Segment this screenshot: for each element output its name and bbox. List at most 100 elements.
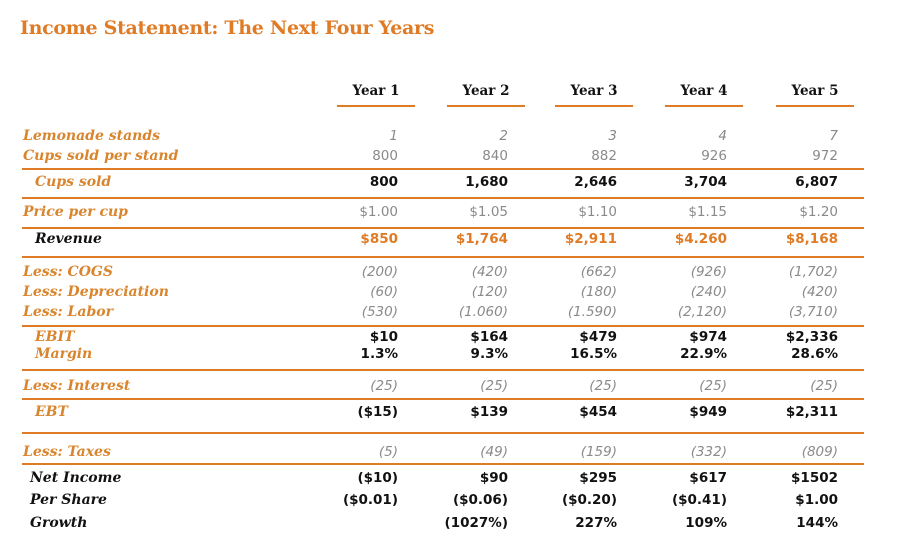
- cell-net-income-year-1: ($10): [357, 470, 398, 486]
- cell-ebit-year-1: $10: [369, 329, 398, 345]
- cell-taxes-year-3: (159): [580, 444, 617, 460]
- cell-depreciation-year-2: (120): [471, 284, 508, 300]
- row-divider: [22, 398, 864, 400]
- row-label-ebt: EBT: [35, 404, 68, 420]
- cell-per-share-year-4: ($0.41): [671, 492, 727, 508]
- cell-margin-year-3: 16.5%: [570, 346, 617, 362]
- cell-cups-per-stand-year-3: 882: [591, 148, 617, 164]
- row-label-margin: Margin: [35, 346, 93, 362]
- cell-taxes-year-5: (809): [801, 444, 838, 460]
- cell-cups-per-stand-year-4: 926: [701, 148, 727, 164]
- year-header-4: Year 4: [665, 83, 743, 107]
- cell-ebt-year-3: $454: [579, 404, 617, 420]
- row-label-ebit: EBIT: [35, 329, 75, 345]
- cell-revenue-year-3: $2,911: [564, 231, 617, 247]
- cell-revenue-year-5: $8,168: [785, 231, 838, 247]
- cell-cogs-year-3: (662): [580, 264, 617, 280]
- row-label-cups-sold: Cups sold: [35, 174, 112, 190]
- cell-cups-per-stand-year-2: 840: [482, 148, 508, 164]
- row-divider: [22, 432, 864, 434]
- row-label-interest: Less: Interest: [23, 378, 131, 394]
- cell-cogs-year-1: (200): [361, 264, 398, 280]
- cell-taxes-year-2: (49): [480, 444, 508, 460]
- row-label-net-income: Net Income: [30, 470, 122, 486]
- cell-ebt-year-4: $949: [689, 404, 727, 420]
- row-divider: [22, 197, 864, 199]
- cell-labor-year-1: (530): [361, 304, 398, 320]
- row-divider: [22, 168, 864, 170]
- cell-interest-year-2: (25): [480, 378, 508, 394]
- cell-stands-year-2: 2: [499, 128, 508, 144]
- cell-price-year-2: $1.05: [469, 204, 508, 220]
- cell-revenue-year-1: $850: [360, 231, 398, 247]
- cell-cogs-year-5: (1,702): [788, 264, 838, 280]
- year-header-5: Year 5: [776, 83, 854, 107]
- row-label-growth: Growth: [30, 515, 88, 531]
- cell-growth-year-3: 227%: [575, 515, 617, 531]
- cell-net-income-year-3: $295: [579, 470, 617, 486]
- cell-interest-year-5: (25): [810, 378, 838, 394]
- row-label-per-share: Per Share: [30, 492, 107, 508]
- cell-interest-year-1: (25): [370, 378, 398, 394]
- cell-margin-year-4: 22.9%: [680, 346, 727, 362]
- cell-labor-year-3: (1.590): [567, 304, 617, 320]
- page-title: Income Statement: The Next Four Years: [20, 17, 435, 39]
- cell-price-year-4: $1.15: [688, 204, 727, 220]
- cell-taxes-year-1: (5): [378, 444, 398, 460]
- cell-price-year-1: $1.00: [359, 204, 398, 220]
- cell-per-share-year-2: ($0.06): [452, 492, 508, 508]
- row-label-labor: Less: Labor: [23, 304, 113, 320]
- cell-depreciation-year-1: (60): [370, 284, 398, 300]
- cell-depreciation-year-4: (240): [690, 284, 727, 300]
- cell-growth-year-2: (1027%): [444, 515, 508, 531]
- cell-labor-year-4: (2,120): [677, 304, 727, 320]
- cell-margin-year-5: 28.6%: [791, 346, 838, 362]
- cell-cogs-year-2: (420): [471, 264, 508, 280]
- row-label-stands: Lemonade stands: [23, 128, 160, 144]
- cell-cups-per-stand-year-1: 800: [372, 148, 398, 164]
- row-label-price: Price per cup: [23, 204, 128, 220]
- cell-ebt-year-1: ($15): [357, 404, 398, 420]
- cell-ebt-year-5: $2,311: [785, 404, 838, 420]
- cell-cups-sold-year-1: 800: [369, 174, 398, 190]
- cell-cups-sold-year-3: 2,646: [574, 174, 617, 190]
- year-header-3: Year 3: [555, 83, 633, 107]
- cell-stands-year-4: 4: [718, 128, 727, 144]
- year-header-1: Year 1: [337, 83, 415, 107]
- cell-revenue-year-2: $1,764: [455, 231, 508, 247]
- row-label-cogs: Less: COGS: [23, 264, 113, 280]
- cell-net-income-year-2: $90: [479, 470, 508, 486]
- row-label-taxes: Less: Taxes: [23, 444, 111, 460]
- cell-per-share-year-3: ($0.20): [561, 492, 617, 508]
- cell-taxes-year-4: (332): [690, 444, 727, 460]
- row-divider: [22, 227, 864, 229]
- cell-stands-year-1: 1: [389, 128, 398, 144]
- cell-labor-year-5: (3,710): [788, 304, 838, 320]
- cell-labor-year-2: (1.060): [458, 304, 508, 320]
- cell-price-year-3: $1.10: [578, 204, 617, 220]
- cell-depreciation-year-5: (420): [801, 284, 838, 300]
- cell-depreciation-year-3: (180): [580, 284, 617, 300]
- cell-stands-year-5: 7: [829, 128, 838, 144]
- cell-ebit-year-4: $974: [689, 329, 727, 345]
- row-divider: [22, 369, 864, 371]
- cell-interest-year-4: (25): [699, 378, 727, 394]
- row-divider: [22, 256, 864, 258]
- cell-per-share-year-5: $1.00: [795, 492, 838, 508]
- cell-growth-year-5: 144%: [796, 515, 838, 531]
- cell-ebt-year-2: $139: [470, 404, 508, 420]
- row-label-revenue: Revenue: [35, 231, 102, 247]
- cell-net-income-year-5: $1502: [791, 470, 838, 486]
- cell-cups-sold-year-2: 1,680: [465, 174, 508, 190]
- cell-cups-per-stand-year-5: 972: [812, 148, 838, 164]
- year-header-2: Year 2: [447, 83, 525, 107]
- cell-interest-year-3: (25): [589, 378, 617, 394]
- cell-ebit-year-5: $2,336: [785, 329, 838, 345]
- cell-margin-year-1: 1.3%: [360, 346, 398, 362]
- cell-stands-year-3: 3: [608, 128, 617, 144]
- row-label-depreciation: Less: Depreciation: [23, 284, 169, 300]
- cell-cups-sold-year-5: 6,807: [795, 174, 838, 190]
- cell-per-share-year-1: ($0.01): [342, 492, 398, 508]
- cell-price-year-5: $1.20: [799, 204, 838, 220]
- row-label-cups-per-stand: Cups sold per stand: [23, 148, 179, 164]
